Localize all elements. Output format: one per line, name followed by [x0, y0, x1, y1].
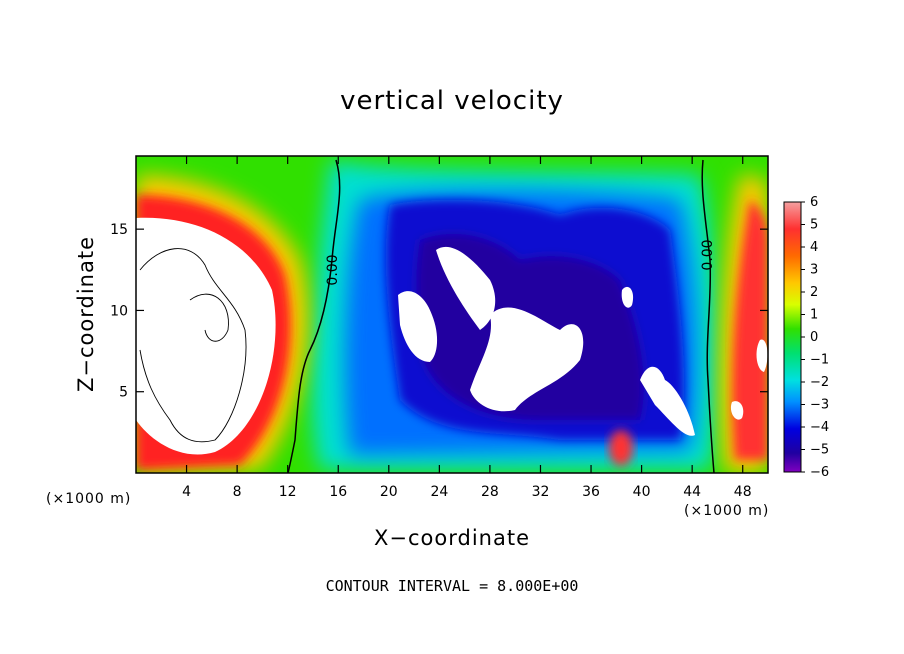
plot-frame: [135, 155, 769, 474]
y-axis-label: Z−coordinate: [74, 236, 98, 392]
x-unit-label-right: (×1000 m): [684, 503, 770, 519]
contour-interval-note: CONTOUR INTERVAL = 8.000E+00: [325, 577, 579, 595]
x-tick-label: 20: [380, 484, 398, 500]
colorbar-tick-label: −5: [810, 443, 829, 458]
x-unit-label-left: (×1000 m): [46, 491, 132, 507]
x-tick-label: 4: [182, 484, 191, 500]
heatmap-field: [136, 156, 768, 473]
x-tick-label: 36: [582, 484, 600, 500]
colorbar: [783, 201, 802, 473]
colorbar-tick-label: −6: [810, 465, 829, 480]
colorbar-tick-label: −2: [810, 375, 829, 390]
x-tick-label: 24: [430, 484, 448, 500]
x-axis: 4 8 12 16 20 24 28 32 36 40 44 48: [182, 156, 752, 500]
x-tick-label: 8: [233, 484, 242, 500]
x-tick-label: 12: [279, 484, 297, 500]
chart-title: vertical velocity: [340, 86, 564, 116]
colorbar-tick-label: 6: [810, 195, 818, 210]
x-axis-label: X−coordinate: [374, 526, 530, 550]
x-tick-label: 28: [481, 484, 499, 500]
colorbar-ticks: 6 5 4 3 2 1 0 −1 −2 −3 −4 −5 −6: [801, 195, 829, 480]
y-tick-label: 10: [110, 303, 128, 319]
colorbar-tick-label: 2: [810, 285, 818, 300]
colorbar-tick-label: 4: [810, 240, 818, 255]
x-tick-label: 32: [532, 484, 550, 500]
colorbar-tick-label: 1: [810, 308, 818, 323]
y-tick-label: 15: [110, 222, 128, 238]
y-axis: 5 10 15: [110, 222, 768, 401]
contour-label-left: 0.00: [325, 254, 341, 285]
colorbar-tick-label: −4: [810, 420, 829, 435]
colorbar-tick-label: −1: [810, 353, 829, 368]
x-tick-label: 40: [633, 484, 651, 500]
y-tick-label: 5: [119, 385, 128, 401]
x-tick-label: 44: [683, 484, 701, 500]
colorbar-tick-label: −3: [810, 398, 829, 413]
colorbar-tick-label: 3: [810, 263, 818, 278]
x-tick-label: 48: [734, 484, 752, 500]
colorbar-tick-label: 0: [810, 330, 818, 345]
contour-label-right: 0.00: [700, 239, 716, 270]
colorbar-tick-label: 5: [810, 218, 818, 233]
x-tick-label: 16: [329, 484, 347, 500]
